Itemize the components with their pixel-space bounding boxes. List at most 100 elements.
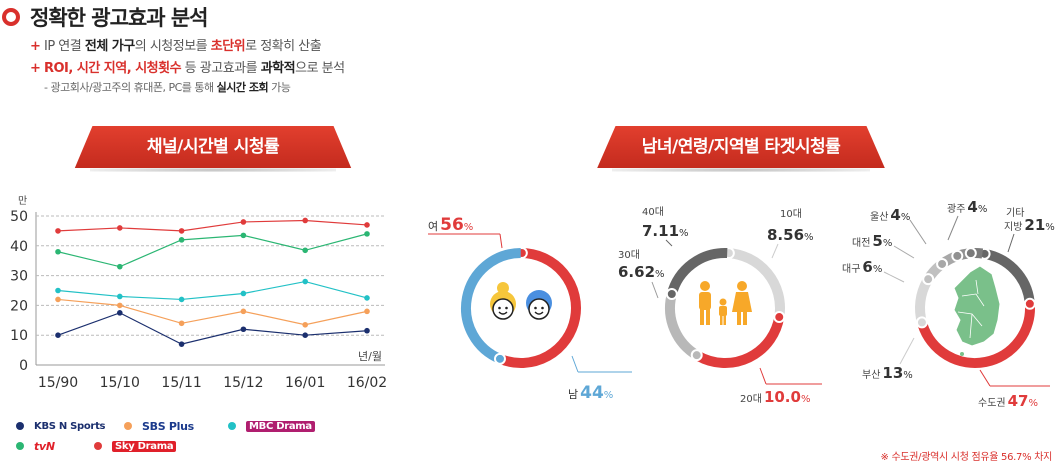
tvn-logo: tvN [34,439,55,453]
slice-marker [665,288,678,301]
x-tick-label: 16/02 [347,375,387,391]
data-point [364,295,370,301]
kbsn-sports-logo: KBS N Sports [34,420,106,432]
slice-marker [493,352,506,365]
donut-slice [666,248,728,296]
data-point [178,237,185,243]
etc-label-value: 지방 21% [1004,216,1055,234]
y-tick-label: 10 [10,328,28,344]
age40-name: 40대 [642,206,664,218]
y-tick-label: 40 [10,239,28,255]
data-point [55,332,61,338]
data-point [240,219,247,225]
title-text: 정확한 광고효과 분석 [30,6,209,30]
legend-item-sbsplus: SBS Plus [124,418,194,434]
korea-map-icon [953,265,1001,356]
sky-drama-logo: Sky Drama [112,440,177,452]
x-axis-unit: 년/월 [358,350,382,363]
donut-slice [499,248,581,368]
series-line [55,231,370,270]
donut-slice [695,315,785,368]
data-point [240,308,247,315]
data-point [117,302,123,309]
x-tick-label: 15/12 [223,375,263,391]
male-label: 남 44% [568,383,613,403]
family-icon [699,281,752,325]
capital-label: 수도권 47% [978,392,1038,410]
data-point [178,341,185,347]
data-point [364,308,370,315]
data-point [302,217,309,224]
x-tick-label: 15/11 [161,375,201,391]
section-title: 정확한 광고효과 분석 [2,2,209,32]
data-point [364,327,370,334]
data-point [302,321,309,328]
slice-marker [922,273,935,286]
data-point [364,231,370,237]
data-point [178,228,185,234]
target-ratings-ribbon: 남녀/연령/지역별 타겟시청률 [588,126,894,172]
gwangju-label: 광주 4% [947,198,987,216]
series-path [57,298,368,326]
legend-item-skydrama: Sky Drama [94,438,177,454]
slice-marker [951,249,964,262]
feature-subnote: - 광고회사/광고주의 휴대폰, PC를 통해 실시간 조회 가능 [44,81,291,94]
data-point [117,225,123,231]
title-bullet-icon [2,8,20,26]
age20-label: 20대 10.0% [740,388,810,406]
data-point [117,293,123,300]
plus-icon: + [30,61,41,76]
female-label: 여 56% [428,215,473,235]
series-path [57,219,368,232]
sbs-plus-logo: SBS Plus [142,419,194,433]
series-line [55,310,370,347]
age30-value: 6.62% [618,263,665,281]
legend-dot [16,442,24,450]
series-line [55,217,370,234]
data-point [55,287,61,294]
busan-label: 부산 13% [862,364,913,382]
data-point [302,247,309,254]
age-donut [665,247,786,368]
channel-time-ribbon: 채널/시간별 시청률 [66,126,360,172]
y-tick-label: 0 [19,358,28,374]
age10-value: 8.56% [767,226,814,244]
donut-slice [983,248,1035,303]
y-axis-unit: 만 [18,195,27,207]
ribbon-label: 남녀/연령/지역별 타겟시청률 [641,137,841,157]
plus-icon: + [30,39,41,54]
data-point [117,310,123,316]
daejeon-label: 대전 5% [852,232,892,250]
feature-item-2: + ROI, 시간 지역, 시청횟수 등 광고효과를 과학적으로 분석 [30,58,345,80]
footnote: ※ 수도권/광역시 시청 점유율 56.7% 차지 [880,452,1052,463]
slice-marker [936,257,949,270]
etc-label-name: 기타 [1006,207,1024,219]
children-faces-icon [490,282,552,320]
data-point [55,248,61,255]
y-tick-label: 50 [10,209,28,225]
data-point [302,278,309,285]
daegu-label: 대구 6% [842,258,882,276]
data-point [364,222,370,228]
donut-slice [665,294,700,360]
legend-item-kbsn: KBS N Sports [16,418,106,434]
legend-item-tvn: tvN [16,438,55,454]
slice-marker [915,316,928,329]
data-point [302,332,309,338]
series-line [55,296,370,328]
slice-marker [773,311,786,324]
target-donut-charts: 여 56% 남 44% 40대 7.11% 30대 6.62% 10대 8.56% … [428,198,1055,410]
donut-slice [461,248,521,364]
y-tick-label: 30 [10,269,28,285]
series-path [57,280,368,301]
data-point [240,326,247,333]
slice-marker [690,349,703,362]
slice-marker [1023,297,1036,310]
donut-slice [727,248,785,317]
ribbon-label: 채널/시간별 시청률 [146,137,280,157]
data-point [55,296,61,303]
slice-marker [964,247,977,260]
age30-name: 30대 [618,249,640,261]
legend-dot [124,422,132,430]
series-path [57,233,368,268]
